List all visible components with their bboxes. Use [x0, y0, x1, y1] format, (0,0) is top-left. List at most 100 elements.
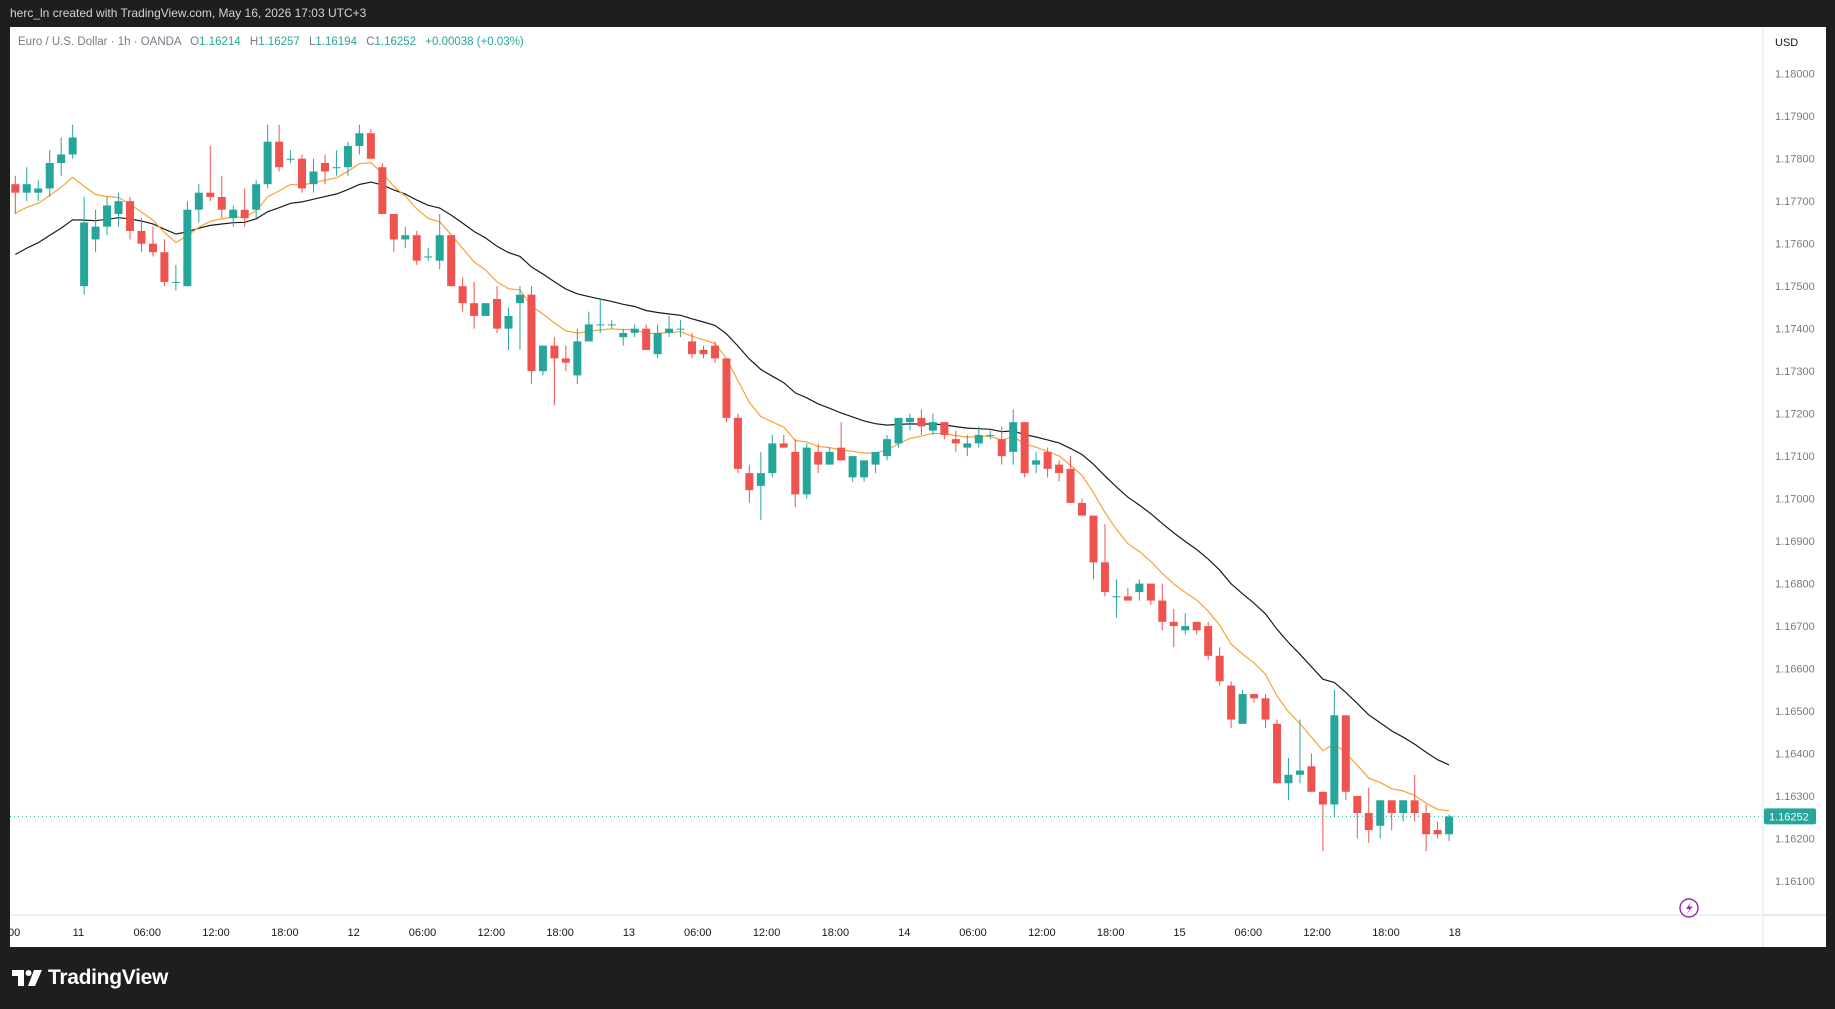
candle — [940, 422, 949, 440]
candle — [183, 201, 192, 287]
price-tick-label: 1.17400 — [1775, 324, 1815, 336]
candle-body — [1158, 600, 1167, 622]
last-price-label: 1.16252 — [1769, 811, 1809, 823]
ema-fast-series — [15, 162, 1450, 812]
candle-body — [905, 417, 914, 423]
candle — [1353, 796, 1362, 839]
currency-label[interactable]: USD — [1775, 37, 1798, 49]
candle-body — [825, 451, 834, 465]
candle — [1387, 800, 1396, 831]
candle-body — [1055, 464, 1064, 474]
tradingview-logo[interactable]: TradingView — [12, 966, 168, 990]
price-tick-label: 1.16800 — [1775, 579, 1815, 591]
candle — [309, 158, 318, 193]
candle-body — [1135, 583, 1144, 593]
candle-body — [573, 341, 582, 376]
price-tick-label: 1.17000 — [1775, 494, 1815, 506]
candle — [699, 345, 708, 359]
candle-body — [665, 328, 674, 333]
candle — [688, 332, 697, 359]
candle-body — [642, 328, 651, 350]
candle-body — [848, 456, 857, 478]
candle — [240, 188, 249, 227]
high-label: H — [250, 36, 258, 48]
price-tick-label: 1.17800 — [1775, 154, 1815, 166]
candle — [848, 456, 857, 482]
candle-body — [80, 222, 89, 287]
candle — [424, 247, 433, 261]
high-value: 1.16257 — [258, 36, 300, 48]
candle-body — [951, 439, 960, 444]
price-tick-label: 1.17100 — [1775, 451, 1815, 463]
candle — [137, 218, 146, 253]
candle — [1399, 800, 1408, 822]
candle-body — [1422, 813, 1431, 835]
candle-body — [458, 286, 467, 304]
candle-body — [309, 171, 318, 185]
candle — [1146, 583, 1155, 605]
candle-body — [11, 184, 20, 193]
candle-body — [986, 434, 995, 436]
price-tick-label: 1.17600 — [1775, 239, 1815, 251]
candle — [573, 328, 582, 384]
candle-body — [1410, 800, 1419, 814]
candle — [1307, 753, 1316, 792]
candle — [1192, 621, 1201, 635]
candle — [389, 213, 398, 253]
candle-body — [756, 473, 765, 486]
candle — [665, 315, 674, 338]
candle-body — [1020, 422, 1029, 474]
candle-body — [206, 192, 215, 197]
candle — [1364, 787, 1373, 843]
candle — [1009, 409, 1018, 465]
candle — [1295, 719, 1304, 784]
candle — [1032, 451, 1041, 474]
time-tick-label: 18:00 — [822, 927, 850, 939]
price-chart[interactable]: 1.18000 1.17900 1.17800 1.17700 1.17600 1.175… — [10, 27, 1826, 947]
candle-body — [194, 192, 203, 210]
change-value: +0.00038 (+0.03%) — [425, 36, 524, 48]
chart-panel[interactable]: 1.18000 1.17900 1.17800 1.17700 1.17600 1.175… — [10, 27, 1826, 947]
candle — [1135, 579, 1144, 601]
ohlc-legend: Euro / U.S. Dollar · 1h · OANDA O1.16214… — [18, 36, 524, 48]
candle-body — [183, 209, 192, 287]
time-tick-label: 8:00 — [10, 927, 20, 939]
candle — [57, 137, 66, 176]
candle — [355, 124, 364, 155]
candle-body — [1089, 515, 1098, 563]
candle — [1123, 587, 1132, 601]
candle — [825, 447, 834, 465]
attribution-text: herc_ln created with TradingView.com, Ma… — [10, 6, 367, 20]
candle — [871, 451, 880, 474]
ema-fast-line — [15, 162, 1450, 812]
time-tick-label: 18:00 — [546, 927, 574, 939]
time-tick-label: 06:00 — [409, 927, 437, 939]
candle — [619, 328, 628, 346]
candle — [779, 434, 788, 448]
candle — [194, 184, 203, 223]
ema-slow-line — [15, 181, 1450, 766]
candle-body — [1238, 694, 1247, 724]
candle-body — [515, 294, 524, 304]
candle-body — [997, 439, 1006, 457]
candle-body — [883, 439, 892, 457]
lightning-icon[interactable] — [1679, 898, 1699, 918]
candle-body — [447, 235, 456, 287]
candle-body — [1387, 800, 1396, 814]
candle-body — [504, 315, 513, 329]
candle-body — [1032, 460, 1041, 465]
price-axis[interactable]: 1.18000 1.17900 1.17800 1.17700 1.17600 1.175… — [1775, 69, 1815, 888]
candle — [11, 175, 20, 214]
candle-body — [103, 205, 112, 227]
candle — [1181, 613, 1190, 635]
candle-body — [1445, 816, 1454, 835]
candle-body — [722, 358, 731, 418]
price-tick-label: 1.16200 — [1775, 834, 1815, 846]
candle — [974, 426, 983, 448]
time-axis[interactable]: 8:00 11 06:00 12:00 18:00 12 06:00 12:00 18:00 13… — [10, 927, 1461, 939]
candle — [963, 434, 972, 457]
candle-body — [57, 154, 66, 163]
candle-body — [343, 145, 352, 168]
candle-body — [1364, 813, 1373, 831]
time-tick-label: 18:00 — [1372, 927, 1400, 939]
